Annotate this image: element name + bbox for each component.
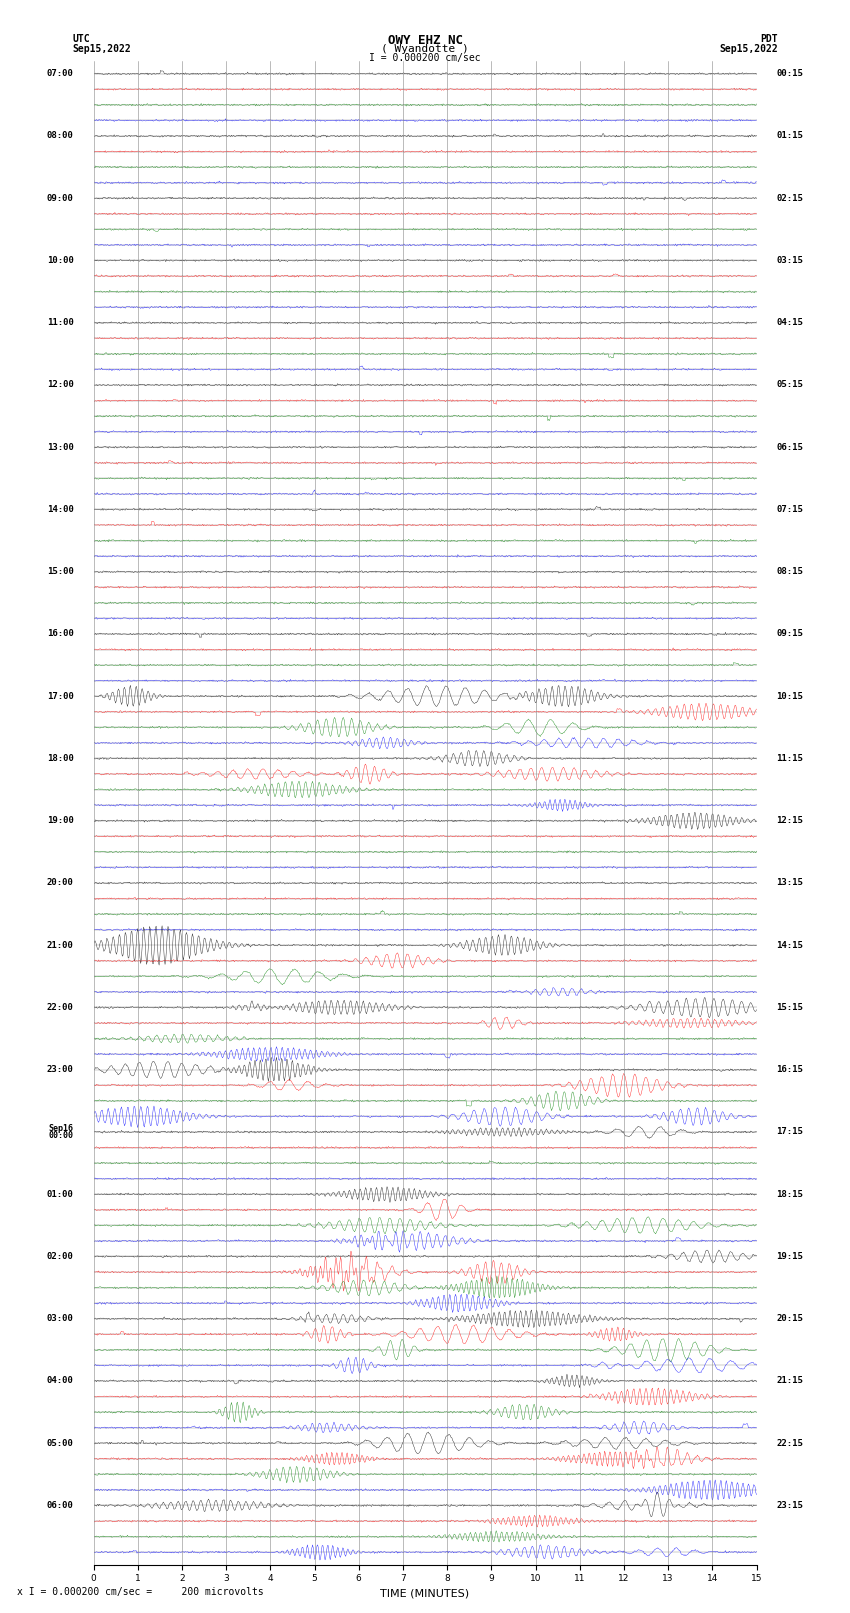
Text: 15:15: 15:15 — [776, 1003, 803, 1011]
Text: 04:00: 04:00 — [47, 1376, 74, 1386]
Text: 21:15: 21:15 — [776, 1376, 803, 1386]
Text: 14:15: 14:15 — [776, 940, 803, 950]
Text: Sep16: Sep16 — [48, 1124, 74, 1132]
Text: 06:15: 06:15 — [776, 442, 803, 452]
Text: 19:00: 19:00 — [47, 816, 74, 826]
Text: 21:00: 21:00 — [47, 940, 74, 950]
Text: PDT: PDT — [760, 34, 778, 44]
Text: 13:15: 13:15 — [776, 879, 803, 887]
Text: 13:00: 13:00 — [47, 442, 74, 452]
Text: I = 0.000200 cm/sec: I = 0.000200 cm/sec — [369, 53, 481, 63]
Text: 18:00: 18:00 — [47, 753, 74, 763]
Text: 11:15: 11:15 — [776, 753, 803, 763]
Text: 23:15: 23:15 — [776, 1502, 803, 1510]
Text: 12:00: 12:00 — [47, 381, 74, 389]
Text: 06:00: 06:00 — [47, 1502, 74, 1510]
Text: 20:15: 20:15 — [776, 1315, 803, 1323]
Text: 02:15: 02:15 — [776, 194, 803, 203]
Text: 10:15: 10:15 — [776, 692, 803, 700]
Text: 22:00: 22:00 — [47, 1003, 74, 1011]
Text: 07:00: 07:00 — [47, 69, 74, 79]
Text: 09:15: 09:15 — [776, 629, 803, 639]
Text: x I = 0.000200 cm/sec =     200 microvolts: x I = 0.000200 cm/sec = 200 microvolts — [17, 1587, 264, 1597]
Text: 17:15: 17:15 — [776, 1127, 803, 1137]
Text: 19:15: 19:15 — [776, 1252, 803, 1261]
X-axis label: TIME (MINUTES): TIME (MINUTES) — [381, 1589, 469, 1598]
Text: 08:15: 08:15 — [776, 568, 803, 576]
Text: OWY EHZ NC: OWY EHZ NC — [388, 34, 462, 47]
Text: 10:00: 10:00 — [47, 256, 74, 265]
Text: UTC: UTC — [72, 34, 90, 44]
Text: ( Wyandotte ): ( Wyandotte ) — [381, 44, 469, 53]
Text: 00:15: 00:15 — [776, 69, 803, 79]
Text: 01:00: 01:00 — [47, 1190, 74, 1198]
Text: 14:00: 14:00 — [47, 505, 74, 515]
Text: 12:15: 12:15 — [776, 816, 803, 826]
Text: 18:15: 18:15 — [776, 1190, 803, 1198]
Text: 23:00: 23:00 — [47, 1065, 74, 1074]
Text: 03:15: 03:15 — [776, 256, 803, 265]
Text: 01:15: 01:15 — [776, 132, 803, 140]
Text: 11:00: 11:00 — [47, 318, 74, 327]
Text: 05:00: 05:00 — [47, 1439, 74, 1448]
Text: 16:15: 16:15 — [776, 1065, 803, 1074]
Text: 17:00: 17:00 — [47, 692, 74, 700]
Text: Sep15,2022: Sep15,2022 — [719, 44, 778, 53]
Text: 15:00: 15:00 — [47, 568, 74, 576]
Text: 04:15: 04:15 — [776, 318, 803, 327]
Text: 09:00: 09:00 — [47, 194, 74, 203]
Text: 07:15: 07:15 — [776, 505, 803, 515]
Text: 16:00: 16:00 — [47, 629, 74, 639]
Text: 00:00: 00:00 — [48, 1131, 74, 1140]
Text: 20:00: 20:00 — [47, 879, 74, 887]
Text: 03:00: 03:00 — [47, 1315, 74, 1323]
Text: 08:00: 08:00 — [47, 132, 74, 140]
Text: Sep15,2022: Sep15,2022 — [72, 44, 131, 53]
Text: 02:00: 02:00 — [47, 1252, 74, 1261]
Text: 05:15: 05:15 — [776, 381, 803, 389]
Text: 22:15: 22:15 — [776, 1439, 803, 1448]
